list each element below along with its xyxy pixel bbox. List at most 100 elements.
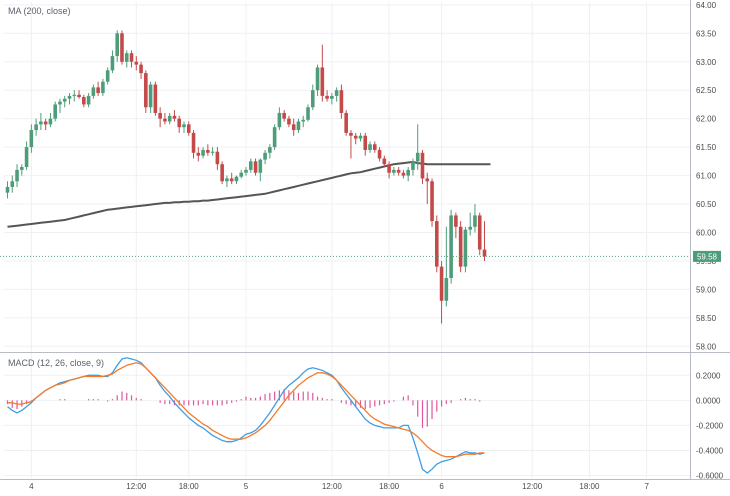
price-tick-label: 63.00: [696, 58, 717, 67]
macd-pane-legend[interactable]: MACD (12, 26, close, 9): [8, 358, 104, 368]
candle-body: [368, 144, 372, 150]
candle-up: [91, 84, 96, 99]
price-tick-label: 58.00: [696, 342, 717, 351]
candle-body: [62, 98, 67, 102]
candle-down: [196, 147, 201, 162]
candle-up: [10, 175, 15, 193]
candle-up: [148, 81, 153, 113]
candle-down: [377, 147, 382, 162]
candle-up: [315, 64, 320, 96]
candle-body: [144, 73, 148, 108]
candle-up: [334, 87, 339, 102]
candle-up: [415, 124, 420, 170]
time-tick-label: 12:00: [522, 482, 543, 491]
macd-tick-label: 0.2000: [696, 371, 721, 380]
candle-body: [158, 112, 162, 119]
candle-up: [62, 95, 67, 108]
candle-body: [186, 124, 191, 133]
candle-up: [39, 112, 43, 131]
candle-body: [53, 104, 57, 119]
candle-body: [330, 95, 334, 99]
candle-up: [124, 50, 129, 68]
candle-down: [291, 118, 296, 136]
candle-down: [372, 141, 377, 153]
candle-body: [15, 169, 19, 182]
candle-down: [454, 212, 458, 239]
candle-up: [406, 167, 410, 182]
candle-body: [268, 147, 272, 153]
candle-down: [477, 212, 482, 256]
price-pane-legend[interactable]: MA (200, close): [8, 6, 71, 16]
candle-body: [225, 178, 229, 182]
candle-body: [29, 130, 34, 148]
candle-up: [86, 93, 91, 108]
candle-down: [186, 121, 191, 136]
candle-body: [120, 33, 124, 62]
candle-down: [158, 107, 162, 128]
macd-pane-series: [6, 357, 485, 474]
candle-down: [82, 94, 86, 108]
candle-up: [24, 141, 29, 170]
candle-up: [301, 115, 306, 128]
candle-body: [406, 169, 410, 176]
candle-body: [463, 229, 468, 267]
candle-body: [191, 132, 196, 153]
candle-up: [210, 147, 215, 156]
candle-up: [234, 175, 239, 185]
candle-body: [473, 215, 477, 227]
candle-body: [153, 84, 158, 113]
candle-down: [172, 110, 177, 122]
candle-down: [363, 132, 368, 156]
candle-body: [363, 135, 368, 150]
candle-up: [277, 107, 282, 131]
candle-body: [401, 172, 406, 176]
candle-body: [353, 135, 358, 139]
candle-down: [191, 130, 196, 159]
candle-down: [458, 221, 463, 273]
candle-body: [439, 266, 444, 301]
candle-up: [5, 181, 10, 199]
candle-down: [96, 81, 100, 96]
last-price-badge: 59.58: [693, 250, 721, 262]
candle-up: [449, 209, 453, 284]
time-tick-label: 7: [644, 482, 649, 491]
time-tick-label: 4: [29, 482, 34, 491]
candle-body: [430, 181, 434, 222]
candle-body: [72, 94, 77, 96]
candle-body: [206, 149, 210, 153]
last-price-label: 59.58: [697, 252, 718, 261]
candle-body: [24, 147, 29, 168]
time-tick-label: 18:00: [379, 482, 400, 491]
macd-tick-label: 0.0000: [696, 396, 721, 405]
candle-body: [468, 226, 472, 230]
candle-body: [358, 135, 363, 139]
candle-body: [215, 151, 220, 165]
candle-down: [215, 147, 220, 170]
candle-up: [72, 90, 77, 102]
candle-body: [339, 90, 344, 113]
candle-body: [91, 87, 96, 96]
candle-body: [301, 119, 306, 122]
candle-body: [163, 118, 167, 122]
candle-body: [148, 84, 153, 108]
candle-up: [182, 121, 186, 133]
candle-down: [420, 149, 425, 185]
candle-body: [277, 112, 282, 128]
candle-down: [430, 178, 434, 227]
candle-down: [282, 110, 286, 122]
candle-down: [139, 61, 143, 79]
candle-body: [5, 186, 10, 193]
candlestick-series[interactable]: [5, 30, 487, 324]
candle-body: [325, 95, 329, 99]
candle-down: [253, 158, 258, 176]
candle-up: [201, 147, 205, 159]
candle-up: [473, 204, 477, 233]
candle-body: [67, 95, 72, 99]
candle-down: [425, 172, 430, 205]
candle-body: [272, 127, 277, 148]
candle-down: [134, 56, 139, 71]
price-tick-label: 61.00: [696, 172, 717, 181]
candle-body: [177, 118, 182, 128]
moving-average-line: [7, 160, 491, 228]
